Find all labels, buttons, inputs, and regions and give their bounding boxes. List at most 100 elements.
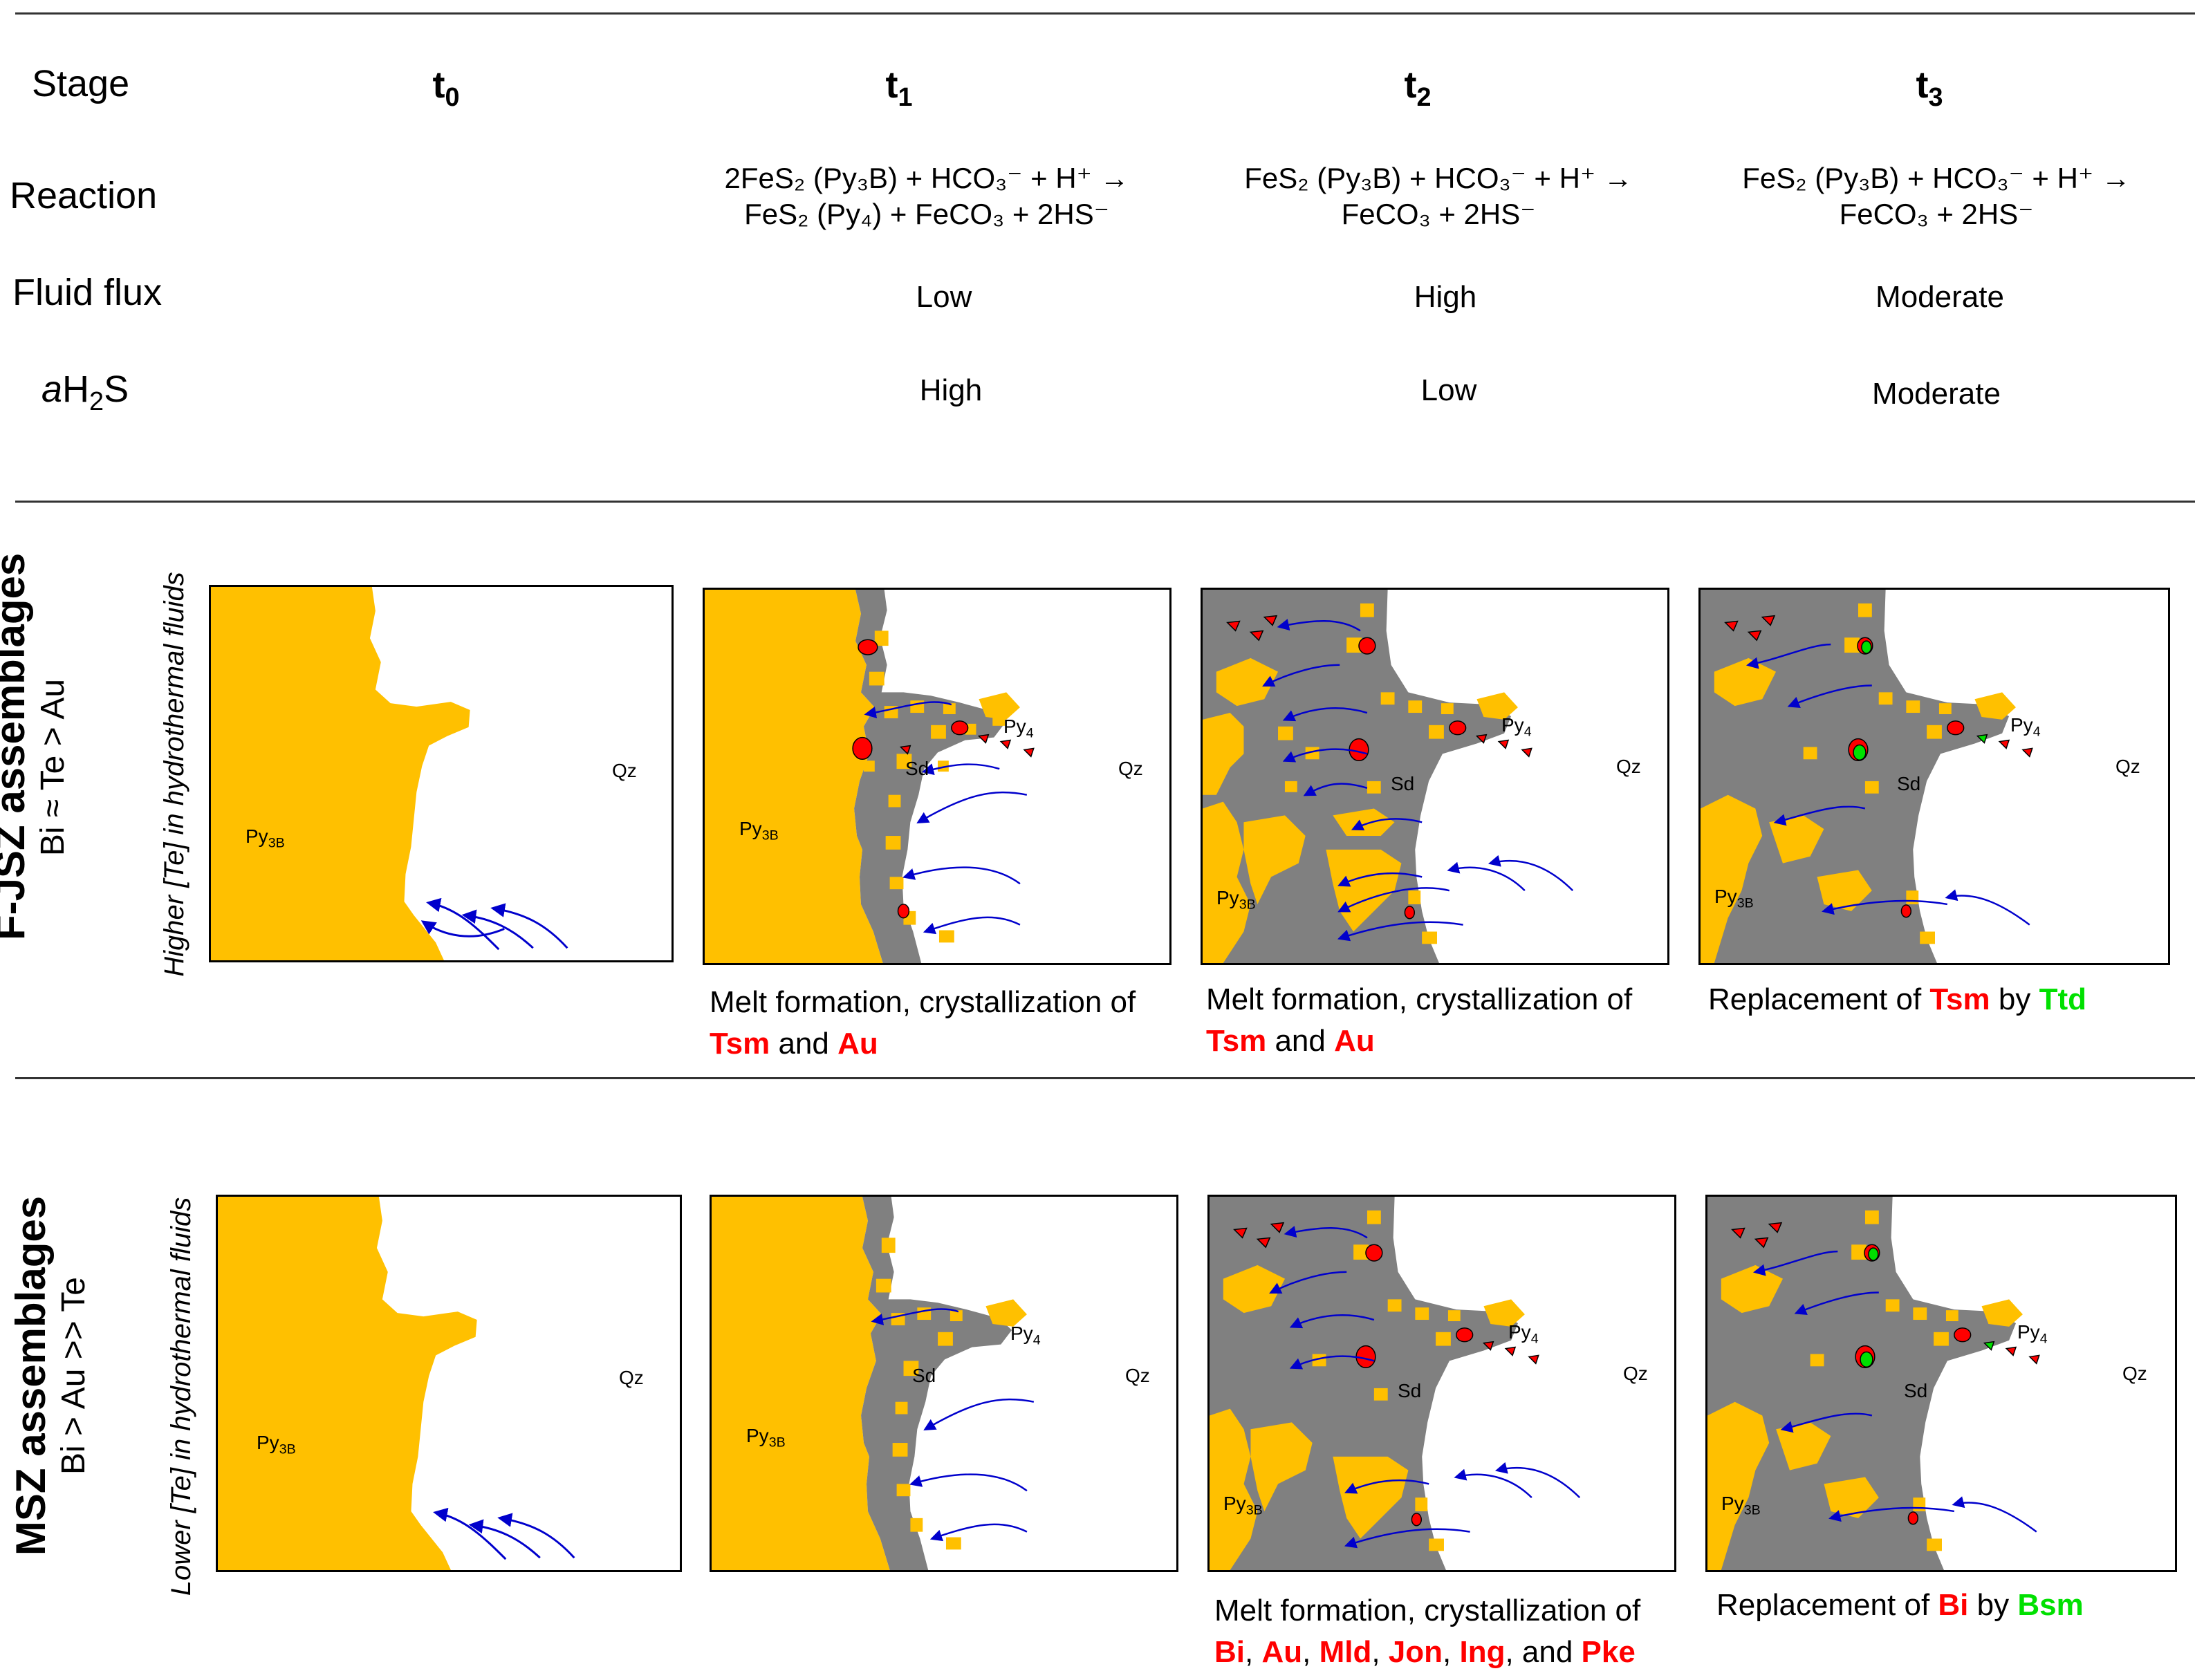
ah2s-t3: Moderate [1872,377,2001,411]
reaction-t3: FeS₂ (Py₃B) + HCO₃⁻ + H⁺ → FeCO₃ + 2HS⁻ [1742,162,2131,230]
label-py3b: Py3B [1714,886,1754,911]
label-py3b: Py3B [1223,1493,1263,1518]
label-py4: Py4 [1508,1321,1539,1347]
label-sd: Sd [1391,773,1415,794]
fluid-flux-t2: High [1414,280,1477,314]
fluid-arrow [497,1513,575,1559]
fluid-arrows [871,1308,1035,1542]
label-qz: Qz [1616,756,1641,777]
label-py4: Py4 [2010,714,2041,740]
panel-fjsz-t2: Py3B Sd Py4 Qz [1201,588,1669,965]
pyrite-grains [1707,1210,2023,1570]
label-py3b: Py3B [246,825,285,851]
label-qz: Qz [1125,1365,1150,1386]
pyrite-grains [1210,1210,1525,1570]
fluid-arrow [461,909,534,949]
fluid-flux-label: Fluid flux [12,272,163,313]
siderite-sd [854,590,1006,963]
row2-subtitle: Bi > Au >> Te [55,1277,92,1475]
fluid-arrows [1262,619,1574,942]
ah2s-label: aH2S [41,368,129,416]
stage-t1: t1 [885,64,913,112]
label-sd: Sd [912,1365,936,1386]
row1-title-block: F-JSZ assemblages Bi ≈ Te > Au [0,552,124,940]
panel-fjsz-t0: Py3B Qz [209,585,674,962]
row2-title-block: MSZ assemblages Bi > Au >> Te [7,1182,145,1569]
caption-msz-t2: Melt formation, crystallization of Bi, A… [1214,1594,1641,1669]
fluid-arrow [468,1519,541,1559]
label-qz: Qz [2122,1363,2147,1384]
divider-rows [15,1077,2195,1079]
caption-fjsz-t2: Melt formation, crystallization of Tsm a… [1206,982,1633,1058]
panel-fjsz-t1: Py3B Sd Py4 Qz [703,588,1171,965]
label-qz: Qz [1623,1363,1648,1384]
melt-droplets [1233,1222,1539,1527]
melt-droplets [852,639,1035,919]
fluid-flux-t3: Moderate [1876,280,2004,314]
label-py3b: Py3B [1216,887,1256,913]
reaction-t2: FeS₂ (Py₃B) + HCO₃⁻ + H⁺ → FeCO₃ + 2HS⁻ [1244,162,1633,230]
stage-t3: t3 [1916,64,1943,112]
pyrite-py3b [218,1197,477,1570]
label-qz: Qz [619,1367,644,1388]
stage-t2: t2 [1404,64,1432,112]
label-py3b: Py3B [746,1425,786,1450]
pyrite-grains [1701,603,2016,963]
label-qz: Qz [612,760,637,781]
caption-fjsz-t1: Melt formation, crystallization of Tsm a… [710,985,1136,1061]
label-sd: Sd [1398,1380,1422,1401]
row2-fluid-note: Lower [Te] in hydrothermal fluids [166,1197,196,1596]
melt-droplets [1724,615,2033,918]
ah2s-t1: High [919,373,983,407]
fluid-flux-t1: Low [916,280,972,314]
top-rule [15,12,2195,15]
label-py4: Py4 [1501,714,1532,740]
fluid-arrow [433,1507,507,1560]
fluid-arrows [864,701,1028,935]
stage-t0: t0 [432,64,460,112]
siderite-sd [1701,590,2010,963]
label-py3b: Py3B [739,818,779,843]
fluid-arrow [426,897,500,951]
stage-label: Stage [32,63,130,104]
panel-fjsz-t3: Py3B Sd Py4 Qz [1698,588,2170,965]
melt-droplets [1731,1222,2040,1525]
caption-fjsz-t3: Replacement of Tsm by Ttd [1708,982,2086,1016]
label-py4: Py4 [1003,716,1034,741]
row1-subtitle: Bi ≈ Te > Au [35,678,71,857]
ah2s-t2: Low [1420,373,1477,407]
label-qz: Qz [1118,758,1143,779]
row1-title: F-JSZ assemblages [0,552,33,940]
pyrite-grains [876,1238,1027,1550]
reaction-t1: 2FeS₂ (Py₃B) + HCO₃⁻ + H⁺ → FeS₂ (Py₄) + … [724,162,1129,230]
row1-fluid-note: Higher [Te] in hydrothermal fluids [159,572,189,977]
melt-droplets [1226,615,1532,920]
label-py4: Py4 [1010,1323,1041,1348]
pyrite-py3b [712,1197,890,1570]
label-sd: Sd [905,758,929,779]
reaction-label: Reaction [10,175,158,216]
label-py4: Py4 [2017,1321,2048,1347]
caption-msz-t3: Replacement of Bi by Bsm [1716,1588,2084,1622]
fluid-arrows [1752,1250,2037,1533]
pyrite-py3b [705,590,883,963]
fluid-arrow [420,920,505,937]
label-qz: Qz [2115,756,2140,777]
pyrite-py3b [211,587,470,960]
label-sd: Sd [1897,773,1921,794]
pyrite-grains [863,631,1020,943]
panel-msz-t0: Py3B Qz [216,1195,682,1572]
panel-msz-t1: Py3B Sd Py4 Qz [710,1195,1178,1572]
siderite-sd [861,1197,1012,1570]
row2-title: MSZ assemblages [8,1195,54,1556]
divider-header [15,501,2195,503]
fluid-arrow [490,903,568,949]
panel-msz-t2: Py3B Sd Py4 Qz [1207,1195,1676,1572]
siderite-sd [1707,1197,2017,1570]
label-py3b: Py3B [257,1432,296,1457]
fluid-arrows [1745,643,2030,926]
panel-msz-t3: Py3B Sd Py4 Qz [1705,1195,2177,1572]
label-py3b: Py3B [1721,1493,1761,1518]
fluid-arrows [1269,1226,1581,1549]
label-sd: Sd [1904,1380,1928,1401]
